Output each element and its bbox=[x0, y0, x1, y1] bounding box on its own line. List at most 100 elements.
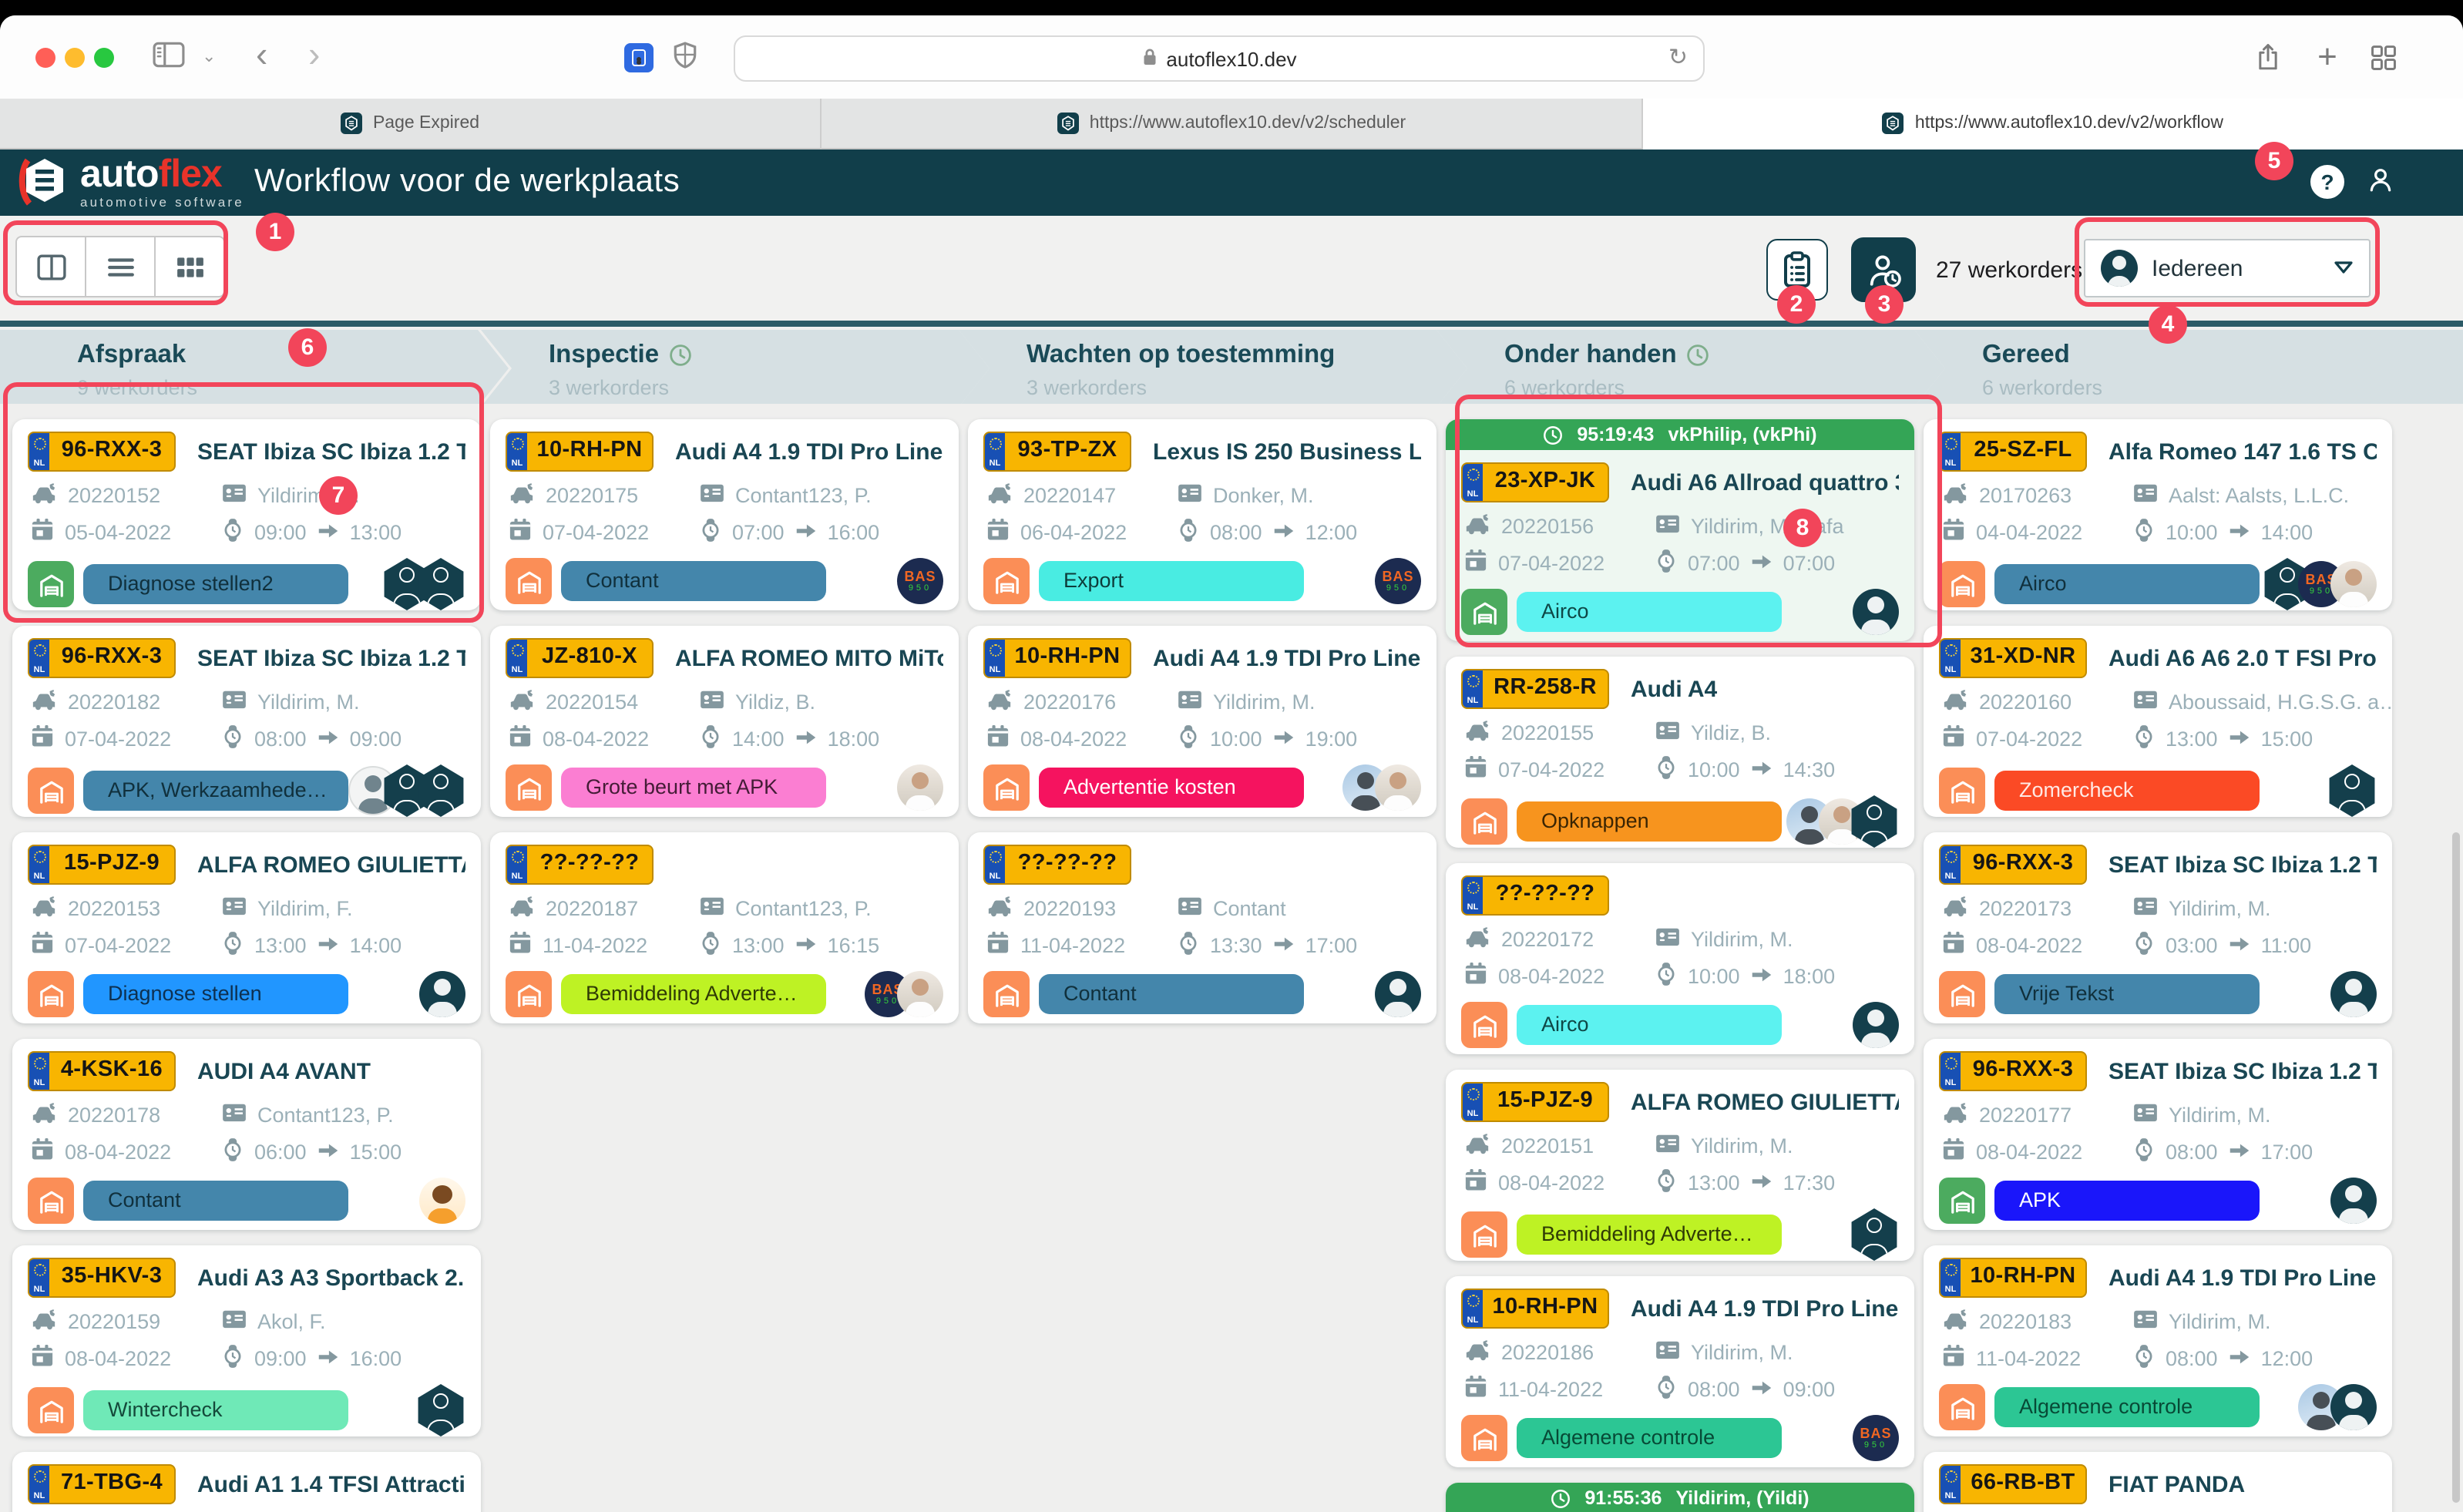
column-header-onder-handen[interactable]: Onder handen 6 werkorders bbox=[1436, 330, 1945, 407]
garage-status-icon[interactable] bbox=[1461, 1415, 1507, 1461]
task-tag[interactable]: APK bbox=[1994, 1181, 2260, 1221]
task-tag[interactable]: Airco bbox=[1517, 1005, 1782, 1045]
mechanic-filter-dropdown[interactable]: Iedereen bbox=[2084, 239, 2371, 297]
garage-status-icon[interactable] bbox=[1461, 1211, 1507, 1258]
share-icon[interactable] bbox=[2243, 32, 2292, 82]
workorder-card[interactable]: NL 93-TP-ZX Lexus IS 250 Business L… 202… bbox=[968, 419, 1436, 610]
garage-status-icon[interactable] bbox=[506, 558, 552, 604]
garage-status-icon[interactable] bbox=[1939, 971, 1985, 1017]
workorder-card[interactable]: NL 31-XD-NR Audi A6 A6 2.0 T FSI Pro … 2… bbox=[1924, 626, 2392, 817]
forward-button[interactable]: › bbox=[308, 34, 321, 74]
view-list-button[interactable] bbox=[85, 236, 154, 297]
clock-icon bbox=[222, 517, 244, 546]
garage-status-icon[interactable] bbox=[1461, 1002, 1507, 1048]
workorder-card[interactable]: NL 10-RH-PN Audi A4 1.9 TDI Pro Line 202… bbox=[490, 419, 959, 610]
workorder-card[interactable]: NL 35-HKV-3 Audi A3 A3 Sportback 2.… 202… bbox=[12, 1245, 481, 1436]
sidebar-icon[interactable] bbox=[153, 42, 185, 76]
reload-icon[interactable]: ↻ bbox=[1668, 45, 1688, 71]
workorder-card[interactable]: NL ??-??-?? 20220187 Contant123, P. 11-0… bbox=[490, 832, 959, 1023]
workorder-card[interactable]: NL 96-RXX-3 SEAT Ibiza SC Ibiza 1.2 T… 2… bbox=[1924, 832, 2392, 1023]
user-icon[interactable] bbox=[2367, 166, 2394, 200]
task-tag[interactable]: Contant bbox=[83, 1181, 348, 1221]
workorder-card[interactable]: NL 96-RXX-3 SEAT Ibiza SC Ibiza 1.2 T… 2… bbox=[1924, 1039, 2392, 1230]
workorder-card[interactable]: NL 4-KSK-16 AUDI A4 AVANT 20220178 Conta… bbox=[12, 1039, 481, 1230]
task-tag[interactable]: Contant bbox=[1039, 974, 1304, 1014]
help-button[interactable]: ? bbox=[2310, 165, 2344, 199]
task-tag[interactable]: Bemiddeling Adverte… bbox=[561, 974, 826, 1014]
workorder-card[interactable]: NL 10-RH-PN Audi A4 1.9 TDI Pro Line 202… bbox=[1924, 1245, 2392, 1436]
back-button[interactable]: ‹ bbox=[256, 34, 268, 74]
new-tab-icon[interactable]: + bbox=[2317, 37, 2337, 76]
shield-extension-icon[interactable] bbox=[672, 42, 698, 77]
garage-status-icon[interactable] bbox=[1939, 1384, 1985, 1430]
worklist-button[interactable] bbox=[1766, 239, 1828, 301]
garage-status-icon[interactable] bbox=[28, 971, 74, 1017]
task-tag[interactable]: Bemiddeling Adverte… bbox=[1517, 1215, 1782, 1255]
workorder-card[interactable]: NL 96-RXX-3 SEAT Ibiza SC Ibiza 1.2 T… 2… bbox=[12, 419, 481, 610]
garage-status-icon[interactable] bbox=[1461, 589, 1507, 635]
task-tag[interactable]: Diagnose stellen2 bbox=[83, 564, 348, 604]
workorder-card[interactable]: NL RR-258-R Audi A4 20220155 Yildiz, B. … bbox=[1446, 657, 1914, 848]
tab-page-expired[interactable]: Page Expired bbox=[0, 99, 822, 150]
garage-status-icon[interactable] bbox=[983, 971, 1030, 1017]
task-tag[interactable]: Export bbox=[1039, 561, 1304, 601]
workorder-card[interactable]: NL 15-PJZ-9 ALFA ROMEO GIULIETTA… 202201… bbox=[1446, 1070, 1914, 1261]
column-header-gereed[interactable]: Gereed 6 werkorders bbox=[1914, 330, 2463, 407]
workorder-card[interactable]: 95:19:43 vkPhilip, (vkPhi) NL 23-XP-JK A… bbox=[1446, 419, 1914, 641]
task-tag[interactable]: Opknappen bbox=[1517, 801, 1782, 842]
mechanic-hours-button[interactable] bbox=[1851, 237, 1916, 302]
task-tag[interactable]: Advertentie kosten bbox=[1039, 768, 1304, 808]
task-tag[interactable]: Grote beurt met APK bbox=[561, 768, 826, 808]
workorder-card[interactable]: NL 10-RH-PN Audi A4 1.9 TDI Pro Line 202… bbox=[1446, 1276, 1914, 1467]
garage-status-icon[interactable] bbox=[506, 764, 552, 811]
task-tag[interactable]: Wintercheck bbox=[83, 1390, 348, 1430]
garage-status-icon[interactable] bbox=[1939, 561, 1985, 607]
column-header-wachten-op-toestemming[interactable]: Wachten op toestemming 3 werkorders bbox=[959, 330, 1467, 407]
tab-overview-icon[interactable] bbox=[2358, 32, 2408, 82]
task-tag[interactable]: Diagnose stellen bbox=[83, 974, 348, 1014]
password-extension-icon[interactable] bbox=[624, 43, 654, 72]
garage-status-icon[interactable] bbox=[983, 764, 1030, 811]
task-tag[interactable]: Zomercheck bbox=[1994, 771, 2260, 811]
task-tag[interactable]: APK, Werkzaamhede… bbox=[83, 771, 348, 811]
workorder-card[interactable]: NL ??-??-?? 20220172 Yildirim, M. 08-04-… bbox=[1446, 863, 1914, 1054]
minimize-window-button[interactable] bbox=[65, 48, 85, 68]
workorder-card[interactable]: 91:55:36 Yildirim, (Yildi) bbox=[1446, 1483, 1914, 1512]
close-window-button[interactable] bbox=[35, 48, 55, 68]
column-header-inspectie[interactable]: Inspectie 3 werkorders bbox=[481, 330, 990, 407]
view-columns-button[interactable] bbox=[15, 236, 85, 297]
column-header-afspraak[interactable]: Afspraak 9 werkorders bbox=[0, 330, 509, 407]
garage-status-icon[interactable] bbox=[983, 558, 1030, 604]
garage-status-icon[interactable] bbox=[1939, 1178, 1985, 1224]
task-tag[interactable]: Algemene controle bbox=[1994, 1387, 2260, 1427]
workorder-number: 20220182 bbox=[68, 690, 161, 713]
workorder-card[interactable]: NL 66-RB-BT FIAT PANDA bbox=[1924, 1452, 2392, 1512]
workorder-card[interactable]: NL 96-RXX-3 SEAT Ibiza SC Ibiza 1.2 T… 2… bbox=[12, 626, 481, 817]
workorder-card[interactable]: NL 71-TBG-4 Audi A1 1.4 TFSI Attracti… bbox=[12, 1452, 481, 1512]
garage-status-icon[interactable] bbox=[1461, 798, 1507, 845]
garage-status-icon[interactable] bbox=[28, 561, 74, 607]
workorder-card[interactable]: NL ??-??-?? 20220193 Contant 11-04-2022 … bbox=[968, 832, 1436, 1023]
garage-status-icon[interactable] bbox=[28, 1178, 74, 1224]
workorder-icon bbox=[31, 482, 57, 508]
address-bar[interactable]: autoflex10.dev ↻ bbox=[734, 35, 1705, 82]
scrollbar[interactable] bbox=[2452, 832, 2460, 1503]
zoom-window-button[interactable] bbox=[94, 48, 114, 68]
view-grid-button[interactable] bbox=[154, 236, 225, 297]
garage-status-icon[interactable] bbox=[28, 768, 74, 814]
garage-status-icon[interactable] bbox=[1939, 768, 1985, 814]
workorder-card[interactable]: NL 10-RH-PN Audi A4 1.9 TDI Pro Line 202… bbox=[968, 626, 1436, 817]
chevron-down-icon[interactable]: ⌄ bbox=[202, 48, 217, 66]
tab-workflow[interactable]: https://www.autoflex10.dev/v2/workflow bbox=[1643, 99, 2463, 150]
task-tag[interactable]: Vrije Tekst bbox=[1994, 974, 2260, 1014]
task-tag[interactable]: Airco bbox=[1994, 564, 2260, 604]
tab-scheduler[interactable]: https://www.autoflex10.dev/v2/scheduler bbox=[822, 99, 1643, 150]
task-tag[interactable]: Airco bbox=[1517, 592, 1782, 632]
workorder-card[interactable]: NL 15-PJZ-9 ALFA ROMEO GIULIETTA… 202201… bbox=[12, 832, 481, 1023]
garage-status-icon[interactable] bbox=[28, 1387, 74, 1433]
task-tag[interactable]: Algemene controle bbox=[1517, 1418, 1782, 1458]
garage-status-icon[interactable] bbox=[506, 971, 552, 1017]
workorder-card[interactable]: NL JZ-810-X ALFA ROMEO MITO MiTo… 202201… bbox=[490, 626, 959, 817]
task-tag[interactable]: Contant bbox=[561, 561, 826, 601]
workorder-card[interactable]: NL 25-SZ-FL Alfa Romeo 147 1.6 TS C… 201… bbox=[1924, 419, 2392, 610]
